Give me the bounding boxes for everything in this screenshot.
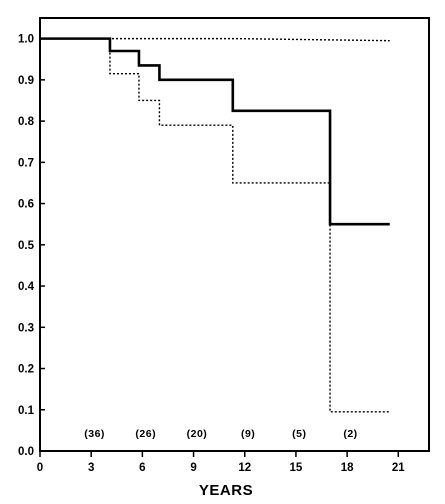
x-axis: 0 3 6 9 12 15 18 21 xyxy=(37,451,405,474)
series-1-line xyxy=(40,37,390,226)
series-2-line xyxy=(40,37,390,413)
x-tick-label: 0 xyxy=(37,462,43,474)
at-risk-count: (9) xyxy=(241,428,255,440)
at-risk-count: (36) xyxy=(84,428,105,440)
x-tick-label: 21 xyxy=(392,462,405,474)
y-tick-label: 0.9 xyxy=(18,75,34,87)
y-tick-label: 1.0 xyxy=(18,34,34,46)
y-tick-label: 0.0 xyxy=(18,446,34,458)
x-axis-title: YEARS xyxy=(199,482,253,499)
y-tick-label: 0.2 xyxy=(18,364,34,376)
x-tick-label: 6 xyxy=(139,462,145,474)
y-tick-label: 0.1 xyxy=(18,405,35,417)
plot-frame xyxy=(39,17,430,452)
x-tick-label: 3 xyxy=(88,462,94,474)
x-tick-label: 15 xyxy=(290,462,303,474)
y-tick-label: 0.7 xyxy=(18,157,34,169)
y-tick-label: 0.8 xyxy=(18,116,35,128)
at-risk-count: (20) xyxy=(187,428,208,440)
y-tick-label: 0.3 xyxy=(18,322,34,334)
at-risk-count: (5) xyxy=(292,428,306,440)
x-tick-label: 12 xyxy=(238,462,251,474)
y-axis: 0.0 0.1 0.2 0.3 0.4 0.5 0.6 0.7 0.8 0.9 1.0 xyxy=(18,34,45,458)
x-tick-label: 9 xyxy=(190,462,196,474)
at-risk-count: (26) xyxy=(135,428,156,440)
series-layer xyxy=(40,37,390,413)
x-tick-label: 18 xyxy=(341,462,354,474)
at-risk-count: (2) xyxy=(343,428,357,440)
y-tick-label: 0.6 xyxy=(18,199,34,211)
y-tick-label: 0.4 xyxy=(18,281,35,293)
at-risk-counts: (36) (26) (20) (9) (5) (2) xyxy=(84,428,357,440)
series-3-line xyxy=(40,37,390,42)
y-tick-label: 0.5 xyxy=(18,240,35,252)
